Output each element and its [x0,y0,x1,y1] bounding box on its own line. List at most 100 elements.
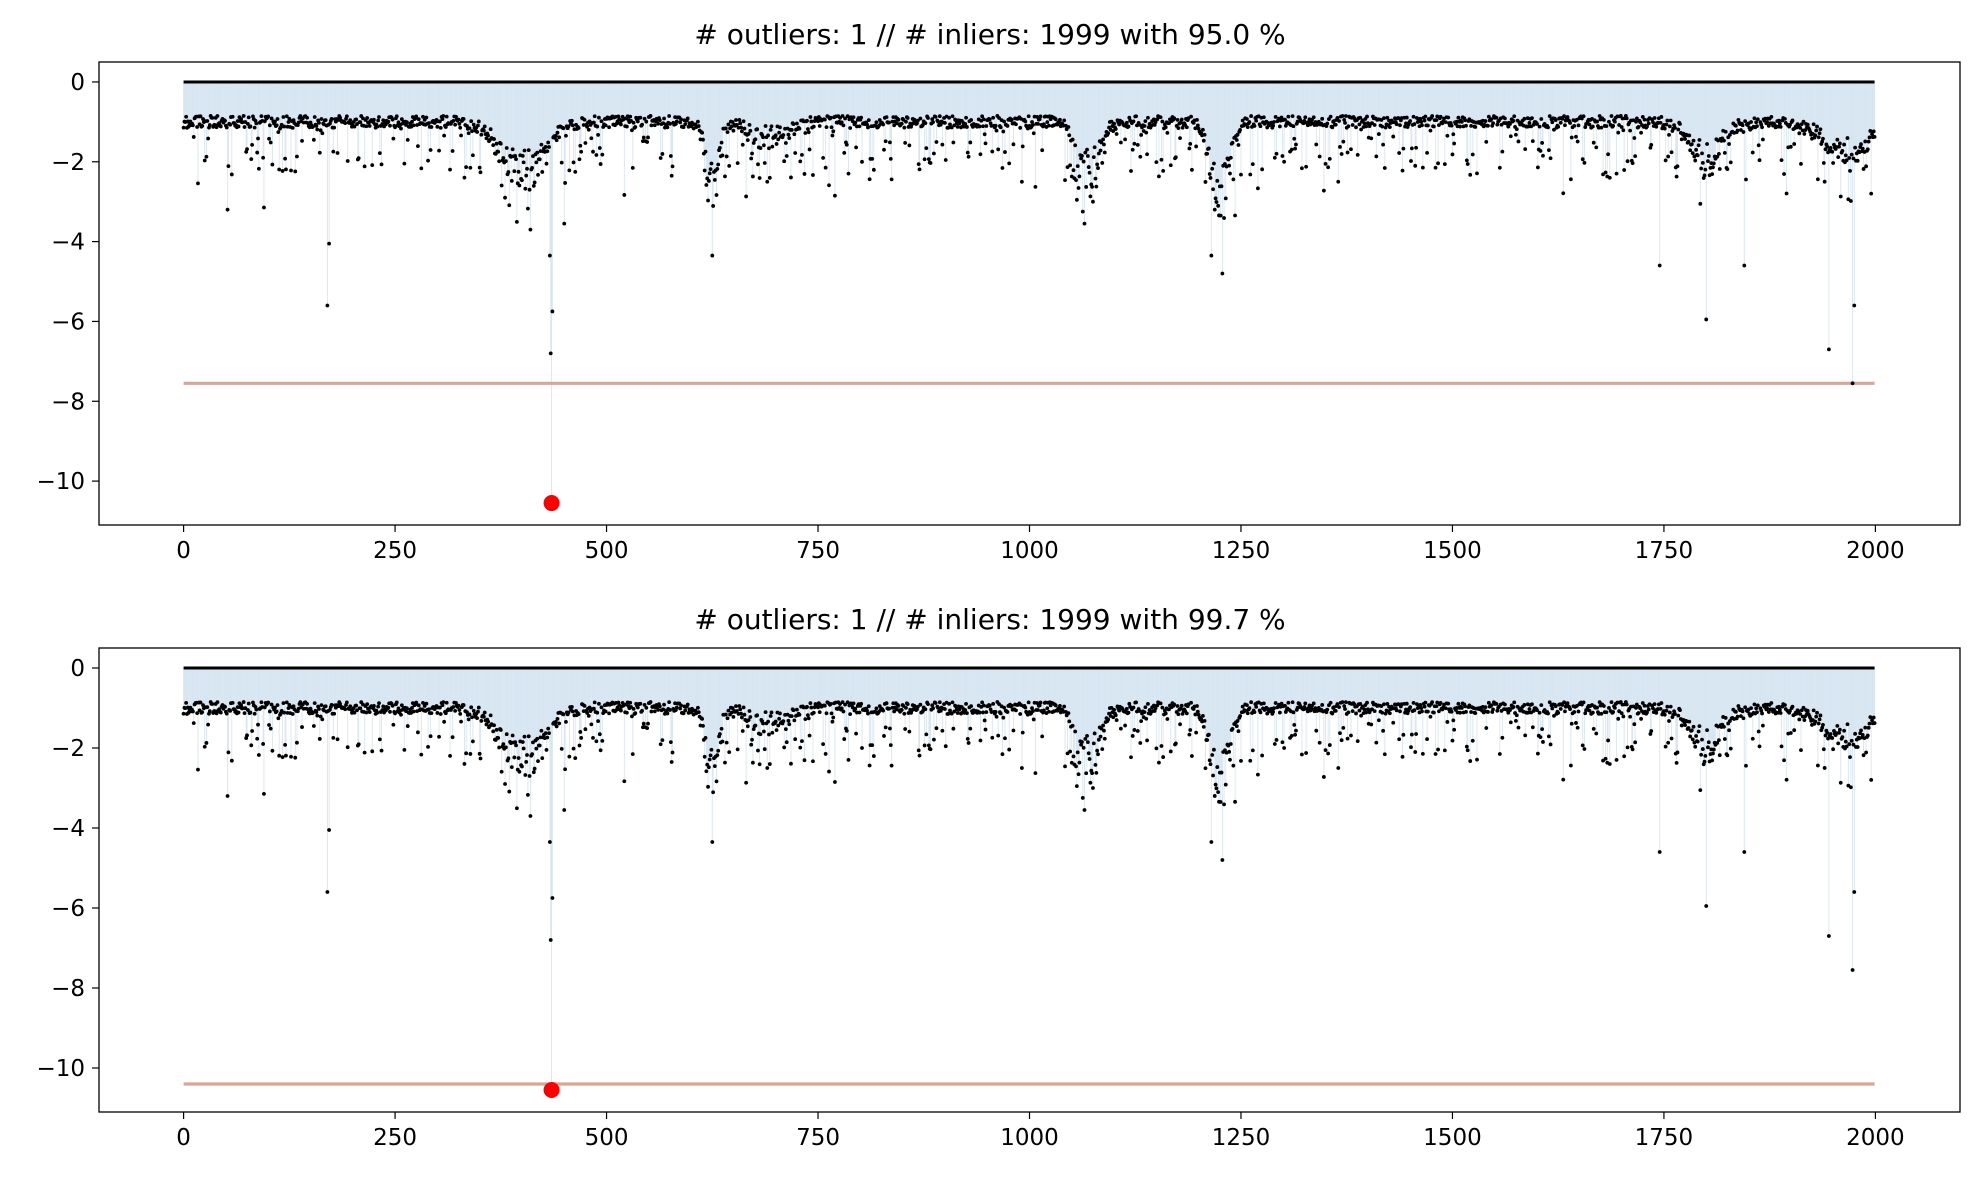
data-point [599,119,604,124]
data-point [674,119,679,124]
data-point [1473,125,1478,129]
data-point [1486,123,1490,128]
data-point [1131,119,1136,124]
data-point [668,154,673,158]
data-point [1855,158,1860,163]
data-point [1611,124,1616,128]
data-point [1397,151,1402,155]
data-point [1179,117,1184,122]
data-point [200,124,205,128]
data-point [640,122,644,127]
data-point [1489,117,1494,122]
data-point [1188,141,1193,146]
data-point [1430,114,1435,118]
data-point [1842,142,1847,147]
data-point [1023,119,1028,124]
data-point [1160,119,1165,124]
data-point [633,125,638,129]
data-point [1396,116,1401,120]
data-point [1231,177,1236,182]
data-point [1624,116,1629,121]
data-point [482,124,487,129]
data-point [737,118,742,122]
data-point [596,133,600,137]
data-point [1537,124,1542,129]
data-point [1437,123,1441,128]
data-point [501,156,506,160]
data-point [761,143,766,148]
data-point [1362,121,1367,126]
top-chart: # outliers: 1 // # inliers: 1999 with 95… [36,18,1961,564]
data-point [709,161,714,166]
data-point [1633,154,1638,159]
data-point [1211,187,1215,192]
data-point [1114,132,1119,136]
data-point [1667,124,1672,129]
data-point [268,140,273,145]
data-point [210,115,215,120]
data-point [1345,150,1350,155]
data-point [311,137,316,142]
data-point [332,125,337,130]
data-point [1011,142,1016,147]
data-point [1102,150,1107,155]
data-point [1195,117,1199,122]
data-point [1456,115,1461,120]
data-point [318,128,323,133]
data-point [1040,148,1045,153]
data-point [365,116,370,120]
data-point [266,114,271,119]
data-point [1816,135,1821,140]
data-point [798,159,803,164]
data-point [841,123,846,128]
data-point [803,131,808,135]
data-point [1574,134,1578,139]
data-point [1328,114,1333,119]
data-point [1563,123,1567,128]
data-point [1580,157,1585,162]
data-point [1233,213,1237,218]
data-point [1254,118,1259,123]
data-point [1137,122,1142,127]
data-point [1400,168,1405,173]
data-point [1801,119,1806,124]
data-point [583,141,588,145]
data-point [314,124,319,128]
data-point [1236,143,1241,147]
data-point [1222,216,1226,220]
data-point [1409,159,1413,163]
data-point [470,153,475,158]
x-tick-label: 1750 [1635,538,1694,564]
data-point [1553,118,1558,122]
data-point [1711,161,1716,166]
data-point [1382,166,1387,170]
data-point [828,115,833,120]
data-point [377,115,381,119]
data-point [1091,199,1095,204]
data-point [746,132,751,136]
data-point [291,118,296,123]
data-point [1547,114,1552,119]
data-point [559,160,564,165]
data-point [681,125,686,130]
data-point [1142,124,1147,128]
data-point [1045,120,1050,125]
data-point [1238,127,1243,132]
data-point [1355,153,1360,157]
data-point [1756,143,1761,148]
data-point [372,117,376,122]
data-point [1594,145,1599,150]
data-point [778,125,782,130]
data-point [534,160,539,165]
data-point [1728,160,1733,165]
data-point [578,143,583,148]
data-point [564,133,568,138]
data-point [1788,122,1792,127]
data-point [530,166,535,170]
data-point [1364,124,1369,129]
data-point [1599,125,1604,130]
data-point [305,115,309,120]
data-point [1071,168,1076,173]
data-point [1080,153,1084,158]
data-point [466,131,471,136]
